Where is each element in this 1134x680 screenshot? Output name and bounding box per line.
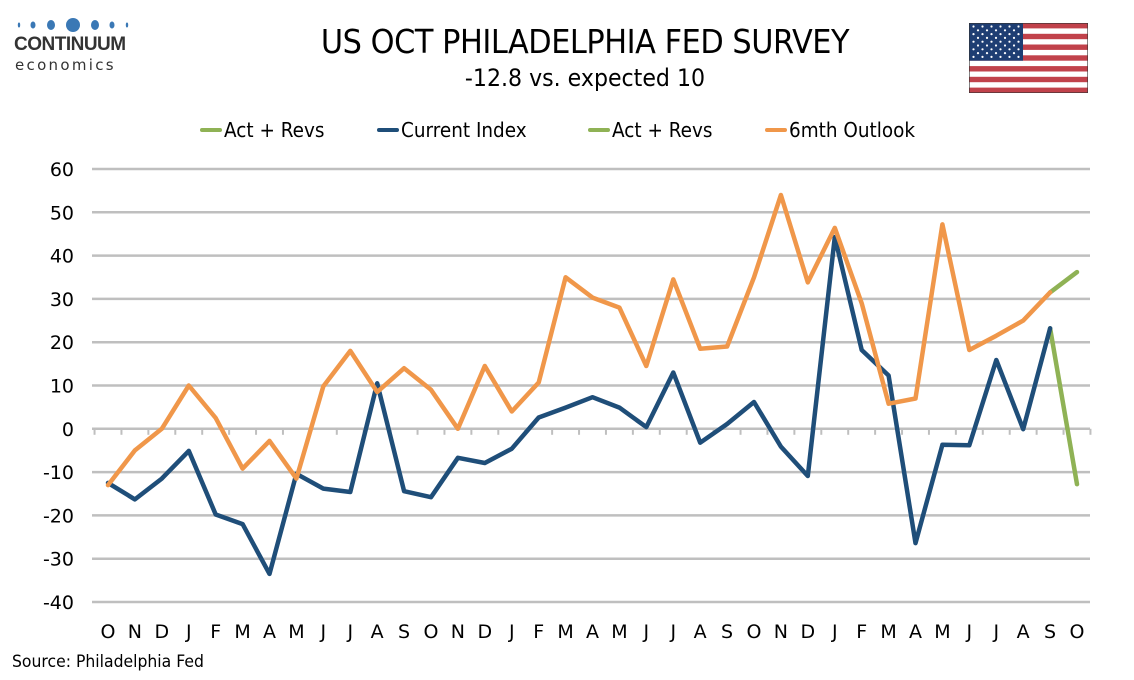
x-tick-label: J — [320, 621, 327, 643]
legend-label: 6mth Outlook — [789, 118, 915, 142]
legend-item-current-index: Current Index — [377, 118, 538, 142]
y-tick-label: 20 — [50, 332, 74, 354]
y-tick-label: -20 — [43, 505, 74, 527]
logo-subtitle: economics — [15, 56, 116, 74]
x-tick-label: J — [643, 621, 650, 643]
legend-item-act-revs-2: Act + Revs — [588, 118, 721, 142]
x-tick-label: M — [557, 621, 573, 643]
x-tick-label: O — [101, 621, 116, 643]
x-tick-label: A — [1017, 621, 1030, 643]
y-tick-label: 40 — [50, 246, 74, 268]
y-tick-label: -10 — [43, 462, 74, 484]
us-flag-icon — [969, 23, 1088, 93]
x-tick-label: F — [210, 621, 221, 643]
x-tick-label: D — [478, 621, 493, 643]
legend-item-act-revs-1: Act + Revs — [200, 118, 333, 142]
legend-label: Act + Revs — [612, 118, 713, 142]
series-line-6mth-outlook — [105, 192, 1053, 488]
y-tick-label: -40 — [43, 592, 74, 614]
y-tick-label: -30 — [43, 549, 74, 571]
x-tick-label: O — [424, 621, 439, 643]
legend-swatch — [200, 128, 222, 132]
source-note: Source: Philadelphia Fed — [12, 652, 221, 672]
legend-swatch — [377, 128, 399, 132]
x-tick-label: N — [774, 621, 788, 643]
series-line-act-revs-6mth-outlook — [1047, 269, 1080, 295]
x-tick-label: J — [831, 621, 838, 643]
x-tick-label: J — [966, 621, 973, 643]
y-tick-label: 30 — [50, 289, 74, 311]
legend-item-6mth-outlook: 6mth Outlook — [765, 118, 926, 142]
series-lines — [105, 192, 1080, 577]
x-tick-label: J — [508, 621, 515, 643]
x-tick-label: A — [371, 621, 384, 643]
source-text: Source: Philadelphia Fed — [12, 652, 204, 672]
x-tick-label: M — [234, 621, 250, 643]
y-tick-label: 60 — [50, 159, 74, 181]
chart-legend: Act + Revs Current Index Act + Revs 6mth… — [0, 118, 1134, 146]
logo-dots-icon — [17, 18, 129, 32]
x-tick-label: S — [398, 621, 410, 643]
x-tick-label: A — [909, 621, 922, 643]
x-tick-label: A — [586, 621, 599, 643]
x-tick-label: S — [1044, 621, 1056, 643]
logo-name: CONTINUUM — [14, 34, 126, 55]
y-tick-label: 10 — [50, 376, 74, 398]
x-tick-label: J — [346, 621, 353, 643]
chart-subtitle: -12.8 vs. expected 10 — [464, 64, 706, 92]
legend-swatch — [765, 128, 787, 132]
x-tick-label: D — [801, 621, 816, 643]
x-tick-label: J — [992, 621, 999, 643]
x-tick-label: M — [611, 621, 627, 643]
legend-swatch — [588, 128, 610, 132]
x-tick-label: N — [451, 621, 465, 643]
x-tick-label: F — [533, 621, 544, 643]
x-tick-label: S — [721, 621, 733, 643]
x-tick-label: D — [155, 621, 170, 643]
series-line-act-revs-current-index — [1047, 326, 1080, 487]
legend-label: Current Index — [401, 118, 527, 142]
x-tick-label: M — [288, 621, 304, 643]
x-tick-label: N — [128, 621, 142, 643]
x-tick-label: J — [669, 621, 676, 643]
y-axis-ticks: 60 50 40 30 20 10 0 -10 -20 -30 -40 — [43, 159, 74, 614]
x-tick-label: M — [934, 621, 950, 643]
chart-title: US OCT PHILADELPHIA FED SURVEY — [320, 22, 850, 61]
y-tick-label: 50 — [50, 202, 74, 224]
x-tick-label: A — [263, 621, 276, 643]
x-tick-label: F — [856, 621, 867, 643]
x-tick-label: A — [694, 621, 707, 643]
x-tick-label: O — [1070, 621, 1085, 643]
x-tick-label: O — [747, 621, 762, 643]
x-tick-label: M — [880, 621, 896, 643]
y-tick-label: 0 — [62, 419, 74, 441]
x-tick-label: J — [185, 621, 192, 643]
legend-label: Act + Revs — [224, 118, 325, 142]
